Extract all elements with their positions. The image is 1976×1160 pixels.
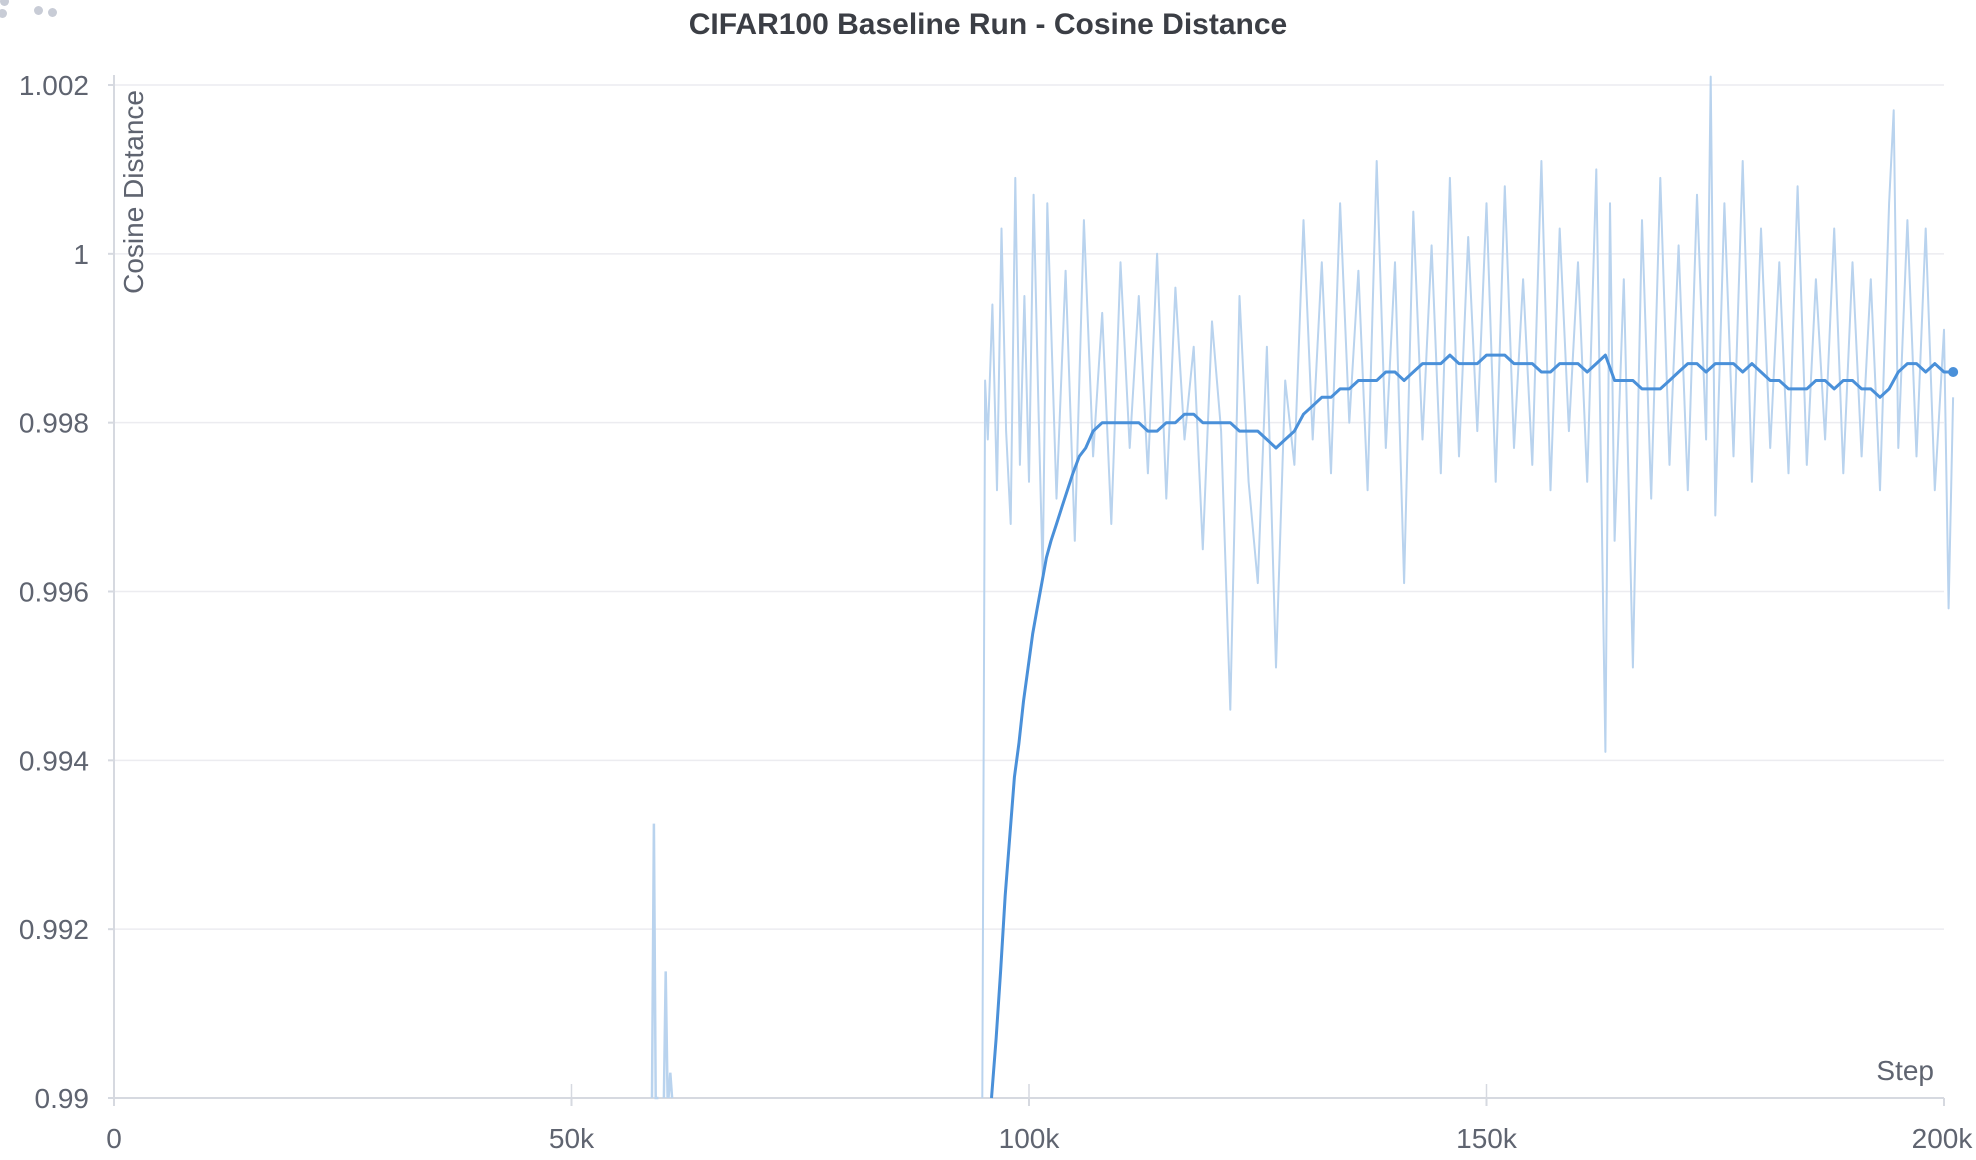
smoothed-series: [990, 353, 1959, 1099]
x-tick-label: 0: [106, 1123, 122, 1154]
y-tick-label: 0.994: [19, 745, 89, 776]
x-tick-label: 100k: [999, 1123, 1061, 1154]
x-axis-title: Step: [1876, 1055, 1934, 1086]
drag-handle-icon[interactable]: [0, 0, 70, 24]
x-tick-label: 150k: [1456, 1123, 1518, 1154]
y-tick-label: 0.992: [19, 914, 89, 945]
last-point-marker: [1948, 367, 1959, 378]
smoothed-series-line: [990, 353, 1954, 1099]
y-tick-label: 1.002: [19, 70, 89, 101]
raw-spike-line: [650, 823, 659, 1100]
chart-title: CIFAR100 Baseline Run - Cosine Distance: [688, 8, 1288, 41]
raw-series-line: [981, 75, 1955, 1099]
y-tick-label: 0.99: [35, 1083, 90, 1114]
raw-spike-line: [667, 1072, 674, 1099]
grid-lines: [113, 75, 1944, 1099]
y-axis-ticks: 0.99 0.992 0.994 0.996 0.998 1 1.002: [19, 70, 114, 1114]
raw-series: [650, 75, 1955, 1100]
x-axis-ticks: 0 50k 100k 150k 200k: [106, 1084, 1973, 1154]
x-tick-label: 200k: [1912, 1123, 1974, 1154]
y-axis-title: Cosine Distance: [118, 90, 149, 294]
y-tick-label: 0.996: [19, 577, 89, 608]
y-tick-label: 0.998: [19, 408, 89, 439]
y-tick-label: 1: [73, 239, 89, 270]
raw-spike-line: [662, 971, 669, 1099]
x-tick-label: 50k: [549, 1123, 595, 1154]
